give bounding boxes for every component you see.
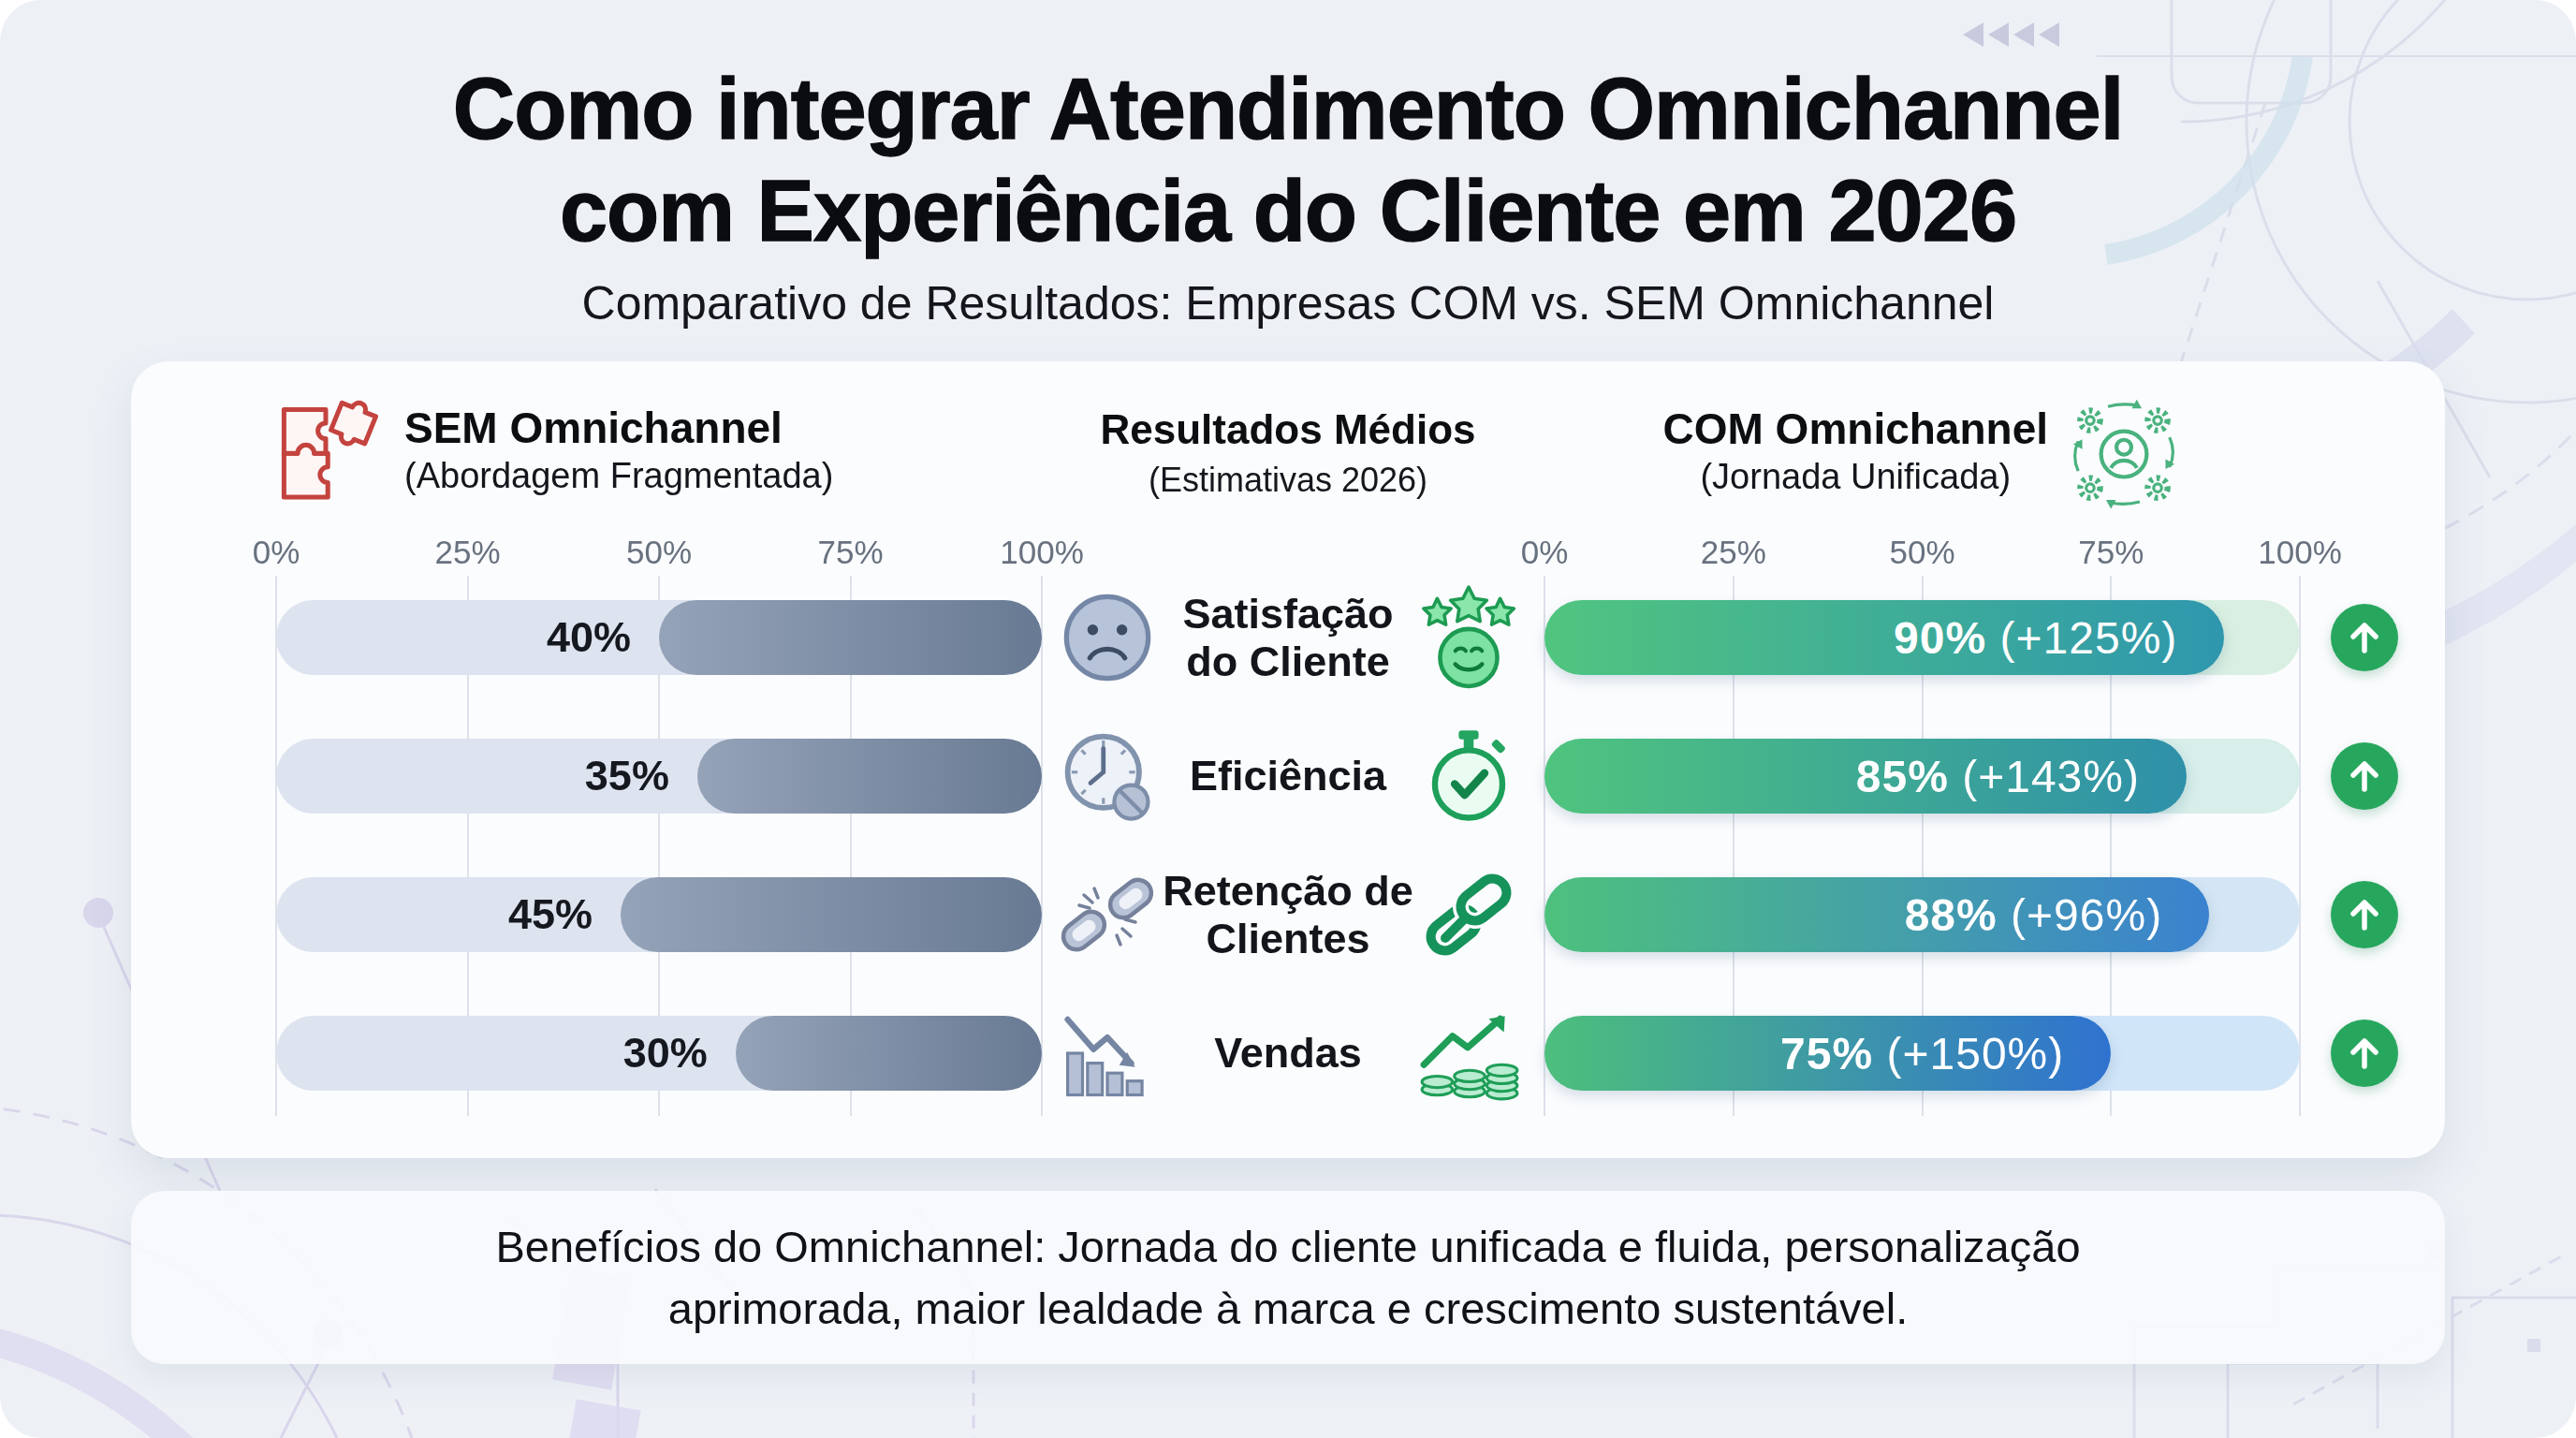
sem-bars: 40% 35% 45% 30% <box>276 600 1042 1091</box>
metric-row: Vendas <box>1053 1016 1523 1091</box>
axis-tick-label: 100% <box>1000 534 1084 571</box>
com-column-title: COM Omnichannel <box>1663 404 2048 454</box>
com-bar-fill: 85% (+143%) <box>1544 739 2187 814</box>
sem-bar: 35% <box>276 739 1042 814</box>
com-column-header: COM Omnichannel (Jornada Unificada) <box>1663 397 2174 507</box>
com-bar-value: 90% (+125%) <box>1894 612 2224 664</box>
sad-face-icon <box>1053 583 1162 692</box>
center-column-subtitle: (Estimativas 2026) <box>1058 461 1518 500</box>
sem-bar-value: 35% <box>585 739 669 814</box>
sem-column-subtitle: (Abordagem Fragmentada) <box>404 453 833 499</box>
sem-column-title: SEM Omnichannel <box>404 403 833 453</box>
com-bar-value: 85% (+143%) <box>1856 751 2187 802</box>
broken-link-icon <box>1053 860 1162 969</box>
axis-tick-label: 100% <box>2258 534 2342 571</box>
axis-tick-label: 75% <box>2078 534 2144 571</box>
com-axis: 0%25%50%75%100% <box>1544 534 2300 571</box>
axis-tick-label: 0% <box>253 534 300 571</box>
infographic-page: Como integrar Atendimento Omnichannel co… <box>0 0 2576 1438</box>
axis-tick-label: 25% <box>1701 534 1766 571</box>
metric-label: Eficiência <box>1162 752 1414 800</box>
benefits-card: Benefícios do Omnichannel: Jornada do cl… <box>131 1191 2445 1364</box>
sales-down-icon <box>1053 999 1162 1108</box>
metric-row: Retenção de Clientes <box>1053 877 1523 952</box>
stopwatch-check-icon <box>1414 722 1523 830</box>
comparison-card: SEM Omnichannel (Abordagem Fragmentada) … <box>131 361 2445 1158</box>
sem-bar-value: 45% <box>508 877 593 952</box>
com-bar-value: 88% (+96%) <box>1905 889 2209 941</box>
metric-label: Satisfação do Cliente <box>1162 590 1414 686</box>
clock-slow-icon <box>1053 722 1162 830</box>
benefits-text: Benefícios do Omnichannel: Jornada do cl… <box>422 1216 2154 1340</box>
sem-bar-value: 30% <box>623 1016 708 1091</box>
metric-label: Vendas <box>1162 1029 1414 1077</box>
sales-up-coins-icon <box>1414 999 1523 1108</box>
com-bar: 88% (+96%) <box>1544 877 2300 952</box>
metric-row: Eficiência <box>1053 739 1523 814</box>
page-subtitle: Comparativo de Resultados: Empresas COM … <box>0 276 2576 330</box>
metric-label: Retenção de Clientes <box>1162 867 1414 963</box>
puzzle-icon <box>271 397 380 506</box>
axis-tick-label: 0% <box>1521 534 1569 571</box>
sem-bar: 30% <box>276 1016 1042 1091</box>
chain-link-icon <box>1414 860 1523 969</box>
center-column-header: Resultados Médios (Estimativas 2026) <box>1058 406 1518 500</box>
com-bar-value: 75% (+150%) <box>1780 1028 2111 1079</box>
axis-tick-label: 75% <box>817 534 883 571</box>
sem-bar-fill <box>736 1016 1042 1091</box>
infographic-canvas: Como integrar Atendimento Omnichannel co… <box>0 0 2576 1438</box>
com-bar: 85% (+143%) <box>1544 739 2300 814</box>
com-bar-fill: 88% (+96%) <box>1544 877 2209 952</box>
metric-row: Satisfação do Cliente <box>1053 600 1523 675</box>
increase-arrow-icon <box>2331 1020 2398 1087</box>
com-bars: 90% (+125%) 85% (+143%) 88% (+96%) 75% (+15… <box>1544 600 2300 1091</box>
axis-tick-label: 50% <box>626 534 692 571</box>
gears-people-icon <box>2074 397 2174 507</box>
center-column-title: Resultados Médios <box>1058 406 1518 453</box>
sem-column-header: SEM Omnichannel (Abordagem Fragmentada) <box>271 397 833 506</box>
increase-arrow-icon <box>2331 881 2398 948</box>
axis-tick-label: 25% <box>434 534 500 571</box>
improvement-arrows <box>2331 604 2398 1087</box>
sem-bar-fill <box>697 739 1042 814</box>
metrics-column: Satisfação do Cliente <box>1053 600 1523 1091</box>
sem-bar-fill <box>659 600 1042 675</box>
page-title: Como integrar Atendimento Omnichannel co… <box>0 58 2576 261</box>
sem-axis: 0%25%50%75%100% <box>276 534 1042 571</box>
sem-bar-value: 40% <box>547 600 631 675</box>
com-bar-fill: 90% (+125%) <box>1544 600 2224 675</box>
sem-bar: 45% <box>276 877 1042 952</box>
axis-tick-label: 50% <box>1889 534 1954 571</box>
increase-arrow-icon <box>2331 742 2398 810</box>
sem-bar: 40% <box>276 600 1042 675</box>
sem-bar-fill <box>621 877 1042 952</box>
com-column-subtitle: (Jornada Unificada) <box>1663 454 2048 500</box>
com-bar-fill: 75% (+150%) <box>1544 1016 2111 1091</box>
com-bar: 75% (+150%) <box>1544 1016 2300 1091</box>
increase-arrow-icon <box>2331 604 2398 671</box>
com-bar: 90% (+125%) <box>1544 600 2300 675</box>
smiley-stars-icon <box>1414 583 1523 692</box>
